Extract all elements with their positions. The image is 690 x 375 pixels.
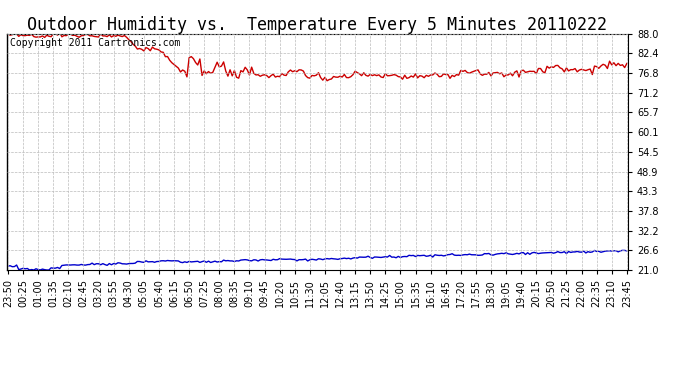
Text: Copyright 2011 Cartronics.com: Copyright 2011 Cartronics.com <box>10 39 180 48</box>
Title: Outdoor Humidity vs.  Temperature Every 5 Minutes 20110222: Outdoor Humidity vs. Temperature Every 5… <box>28 16 607 34</box>
